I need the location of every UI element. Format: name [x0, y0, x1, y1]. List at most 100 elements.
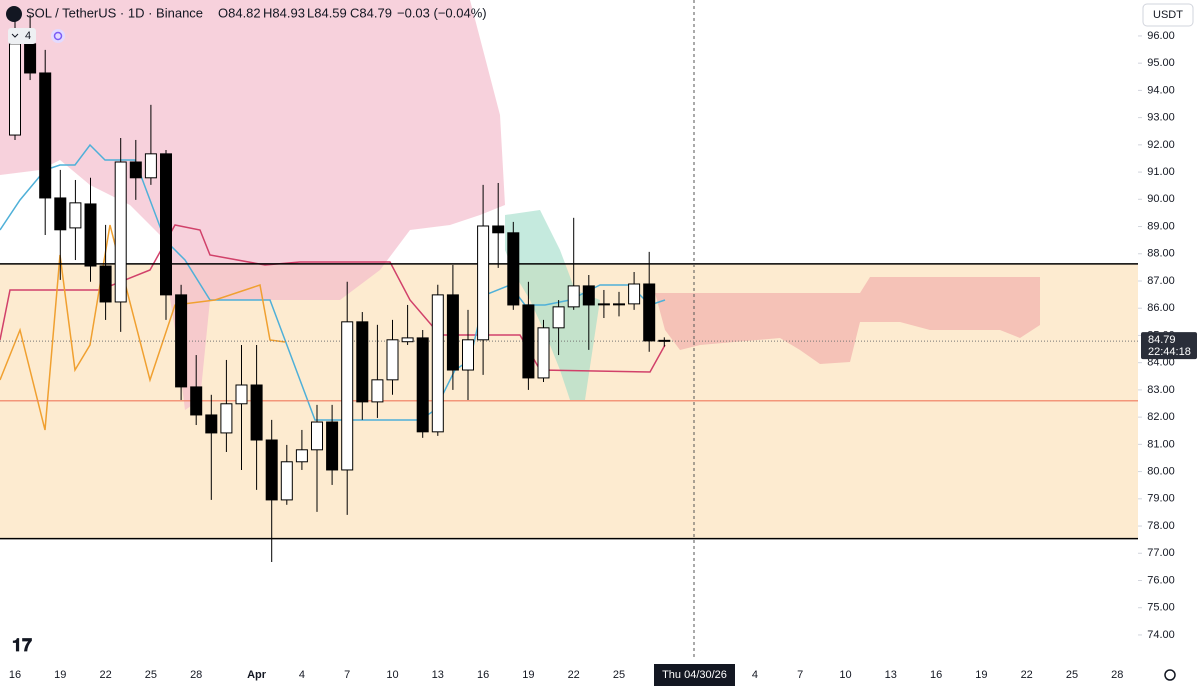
- candle-body: [280, 461, 293, 501]
- header-stat: L84.59: [307, 5, 347, 20]
- refresh-icon[interactable]: [51, 29, 65, 43]
- refresh-glyph: [53, 31, 63, 41]
- crosshair-label-box: [654, 664, 735, 686]
- y-tick-label: 93.00: [1147, 112, 1175, 124]
- candle-body: [613, 303, 625, 306]
- cloud-future: [655, 277, 1040, 364]
- y-tick-label: 76.00: [1147, 574, 1175, 586]
- conversion-line: [0, 143, 666, 421]
- y-tick-label: 94.00: [1147, 84, 1175, 96]
- x-tick-label: 28: [190, 669, 202, 681]
- cloud-bullish: [505, 210, 600, 400]
- x-tick-label: 19: [975, 669, 987, 681]
- y-tick-label: 84.00: [1147, 357, 1175, 369]
- price-tag-value: 84.79: [1148, 334, 1176, 346]
- candle-body: [446, 294, 459, 371]
- candle-body: [597, 303, 610, 306]
- candle-body: [205, 414, 218, 434]
- y-tick-label: 96.00: [1147, 30, 1175, 42]
- x-tick-label: 4: [752, 669, 758, 681]
- x-tick-label: 10: [386, 669, 398, 681]
- x-tick-label: 13: [432, 669, 444, 681]
- x-tick-label: 10: [839, 669, 851, 681]
- candle-body: [160, 153, 172, 296]
- tv-logo[interactable]: 𝟏𝟕: [12, 635, 32, 655]
- x-tick-label: 16: [930, 669, 942, 681]
- y-tick-label: 74.00: [1147, 629, 1175, 641]
- candle-body: [114, 161, 127, 303]
- x-tick-label: 22: [568, 669, 580, 681]
- indicator-count: 4: [25, 30, 31, 42]
- candle-body: [431, 294, 444, 433]
- y-tick-label: 90.00: [1147, 193, 1175, 205]
- candle-body: [69, 202, 82, 229]
- x-tick-label: 13: [885, 669, 897, 681]
- candle-body: [462, 339, 474, 371]
- y-tick-label: 83.00: [1147, 384, 1175, 396]
- candle-body: [643, 283, 656, 342]
- candle-body: [522, 304, 535, 379]
- symbol-title[interactable]: SOL / TetherUS · 1D · Binance: [26, 5, 203, 20]
- candle-body: [84, 203, 97, 267]
- candle-body: [401, 337, 414, 343]
- candle-body: [552, 306, 565, 329]
- header-stat: −0.03 (−0.04%): [397, 5, 487, 20]
- candle-body: [295, 449, 308, 463]
- x-tick-label: 16: [477, 669, 489, 681]
- x-tick-label: 16: [9, 669, 21, 681]
- x-tick-label: 22: [99, 669, 111, 681]
- candle-body: [386, 339, 399, 381]
- candle-body: [567, 285, 580, 308]
- candle-body: [250, 384, 263, 441]
- candle-body: [416, 337, 429, 433]
- chevron: [11, 33, 19, 38]
- currency: USDT: [1153, 9, 1183, 21]
- candle-body: [9, 43, 21, 136]
- y-tick-label: 80.00: [1147, 465, 1175, 477]
- candle-body: [371, 379, 384, 403]
- y-tick-label: 77.00: [1147, 547, 1175, 559]
- header-stat: C84.79: [350, 5, 392, 20]
- x-tick-label: 7: [797, 669, 803, 681]
- candle-body: [265, 439, 278, 501]
- candle-body: [537, 327, 550, 379]
- x-tick-label: Apr: [247, 669, 267, 681]
- header-stat: H84.93: [263, 5, 305, 20]
- time-axis: [0, 660, 1138, 688]
- x-tick-label: 22: [1021, 669, 1033, 681]
- candle-body: [582, 285, 595, 306]
- y-tick-label: 91.00: [1147, 166, 1175, 178]
- y-tick-label: 88.00: [1147, 248, 1175, 260]
- candle-body: [341, 321, 354, 471]
- lagging-span: [0, 224, 286, 431]
- y-tick-label: 92.00: [1147, 139, 1175, 151]
- x-tick-label: 19: [54, 669, 66, 681]
- y-tick-label: 82.00: [1147, 411, 1175, 423]
- indicators-toggle[interactable]: [8, 28, 36, 44]
- candle-body: [99, 265, 112, 303]
- symbol-icon[interactable]: [6, 6, 22, 22]
- candle-body: [628, 283, 641, 305]
- candle-body: [326, 421, 339, 471]
- y-tick-label: 87.00: [1147, 275, 1175, 287]
- price-tag: [1141, 332, 1197, 360]
- y-tick-label: 78.00: [1147, 520, 1175, 532]
- candle-body: [190, 386, 203, 416]
- settings-icon[interactable]: [1164, 669, 1176, 681]
- price-tag-countdown: 22:44:18: [1148, 346, 1191, 358]
- y-tick-label: 89.00: [1147, 220, 1175, 232]
- cloud-bearish: [0, 0, 505, 410]
- x-tick-label: 4: [299, 669, 305, 681]
- y-tick-label: 79.00: [1147, 493, 1175, 505]
- candle-body: [39, 72, 52, 199]
- crosshair-label: Thu 04/30/26: [662, 669, 727, 681]
- candle-body: [54, 197, 67, 231]
- x-tick-label: 7: [344, 669, 350, 681]
- candle-body: [24, 43, 37, 74]
- candle-body: [129, 161, 142, 179]
- currency-button[interactable]: [1142, 3, 1194, 27]
- y-tick-label: 95.00: [1147, 57, 1175, 69]
- x-tick-label: 25: [613, 669, 625, 681]
- candle-body: [356, 321, 369, 403]
- candle-body: [311, 421, 323, 451]
